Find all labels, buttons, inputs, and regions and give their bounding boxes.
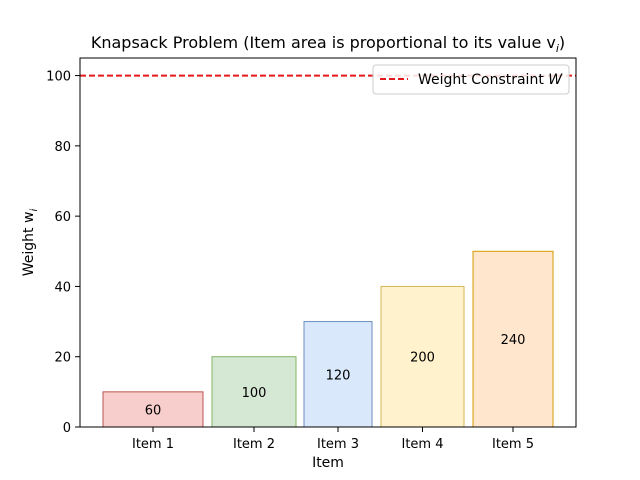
bar-value-label-4: 200 [410,351,435,366]
bar-value-label-2: 100 [242,386,267,401]
bar-value-label-1: 60 [145,403,162,418]
plot-area: 60 100 120 200 240 [80,74,576,428]
bar-item-1 [102,391,204,428]
legend-box [372,64,570,95]
chart-title-group: Knapsack Problem (Item area is proportio… [91,33,565,55]
x-tick-label-5: Item 5 [492,437,534,452]
chart-title: Knapsack Problem (Item area is proportio… [91,33,565,55]
y-tick-label-100: 100 [46,70,71,85]
bar-item-4 [380,285,465,428]
y-tick-label-20: 20 [54,351,71,366]
axes-group: 0 20 40 60 80 100 Item 1 Item 2 Item 3 Item 4 Item… [21,57,577,471]
y-tick-label-0: 0 [63,421,71,436]
legend-group: Weight Constraint W [372,64,570,95]
bar-item-5 [472,250,554,428]
y-tick-label-60: 60 [54,210,71,225]
y-axis-label: Weight wi [21,209,40,277]
bar-value-label-5: 240 [501,333,526,348]
bar-value-label-3: 120 [326,368,351,383]
legend-label-constraint: Weight Constraint W [418,72,563,88]
x-tick-label-1: Item 1 [132,437,174,452]
y-tick-label-40: 40 [54,280,71,295]
x-tick-label-2: Item 2 [233,437,275,452]
axes-frame [79,57,577,428]
y-tick-label-80: 80 [54,140,71,155]
bar-item-2 [211,356,297,428]
x-tick-label-4: Item 4 [402,437,444,452]
x-tick-label-3: Item 3 [317,437,359,452]
bar-item-3 [303,321,373,428]
x-axis-label: Item [312,455,344,471]
